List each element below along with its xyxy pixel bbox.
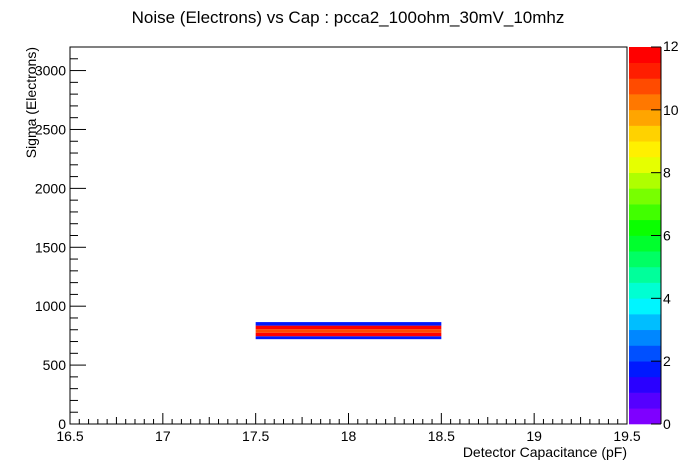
x-tick-label: 16.5 — [56, 428, 83, 444]
z-tick-label: 0 — [663, 416, 671, 432]
z-tick-label: 12 — [663, 38, 679, 54]
color-scale-band — [629, 109, 661, 126]
z-tick-label: 4 — [663, 290, 671, 306]
heatmap-cell-2 — [255, 329, 442, 333]
z-tick-label: 6 — [663, 228, 671, 244]
x-tick-label: 17 — [155, 428, 171, 444]
chart-title: Noise (Electrons) vs Cap : pcca2_100ohm_… — [132, 8, 565, 27]
color-scale-band — [629, 376, 661, 393]
color-scale-band — [629, 204, 661, 221]
color-scale-band — [629, 141, 661, 158]
color-scale-band — [629, 251, 661, 268]
color-scale-axis: 0 2 4 6 8 10 12 — [651, 38, 679, 432]
color-scale-band — [629, 361, 661, 378]
y-tick-label: 1000 — [35, 298, 66, 314]
color-scale-band — [629, 219, 661, 236]
x-tick-label: 19.5 — [613, 428, 640, 444]
heatmap-cell-3 — [255, 325, 442, 330]
heatmap-cell-4 — [255, 322, 442, 326]
color-scale-band — [629, 266, 661, 283]
z-tick-label: 10 — [663, 102, 679, 118]
color-scale-band — [629, 172, 661, 189]
color-scale-band — [629, 282, 661, 299]
y-tick-label: 0 — [58, 416, 66, 432]
x-axis-label: Detector Capacitance (pF) — [463, 444, 627, 460]
color-scale-band — [629, 188, 661, 205]
color-scale-band — [629, 345, 661, 362]
x-tick-label: 18.5 — [428, 428, 455, 444]
color-scale-band — [629, 62, 661, 79]
color-scale-band — [629, 78, 661, 95]
y-tick-label: 2000 — [35, 180, 66, 196]
heatmap-cells — [255, 322, 442, 340]
y-axis: 0 500 1000 1500 2000 2500 3000 — [35, 46, 86, 432]
color-scale-band — [629, 47, 661, 64]
heatmap-cell-0 — [255, 336, 442, 340]
y-tick-label: 2500 — [35, 121, 66, 137]
y-axis-label: Sigma (Electrons) — [23, 47, 39, 158]
color-scale-band — [629, 125, 661, 142]
x-tick-label: 17.5 — [242, 428, 269, 444]
y-tick-label: 1500 — [35, 239, 66, 255]
x-tick-label: 19 — [526, 428, 542, 444]
color-scale-band — [629, 235, 661, 252]
x-axis: 16.5 17 17.5 18 18.5 19 19.5 — [56, 413, 641, 444]
color-scale-band — [629, 392, 661, 409]
z-tick-label: 2 — [663, 353, 671, 369]
color-scale-band — [629, 314, 661, 331]
color-scale — [629, 47, 661, 425]
color-scale-band — [629, 408, 661, 425]
color-scale-band — [629, 156, 661, 173]
plot-frame — [69, 46, 628, 425]
heatmap-cell-1 — [255, 332, 442, 337]
color-scale-band — [629, 329, 661, 346]
x-tick-label: 18 — [341, 428, 357, 444]
y-tick-label: 500 — [43, 357, 67, 373]
color-scale-band — [629, 298, 661, 315]
z-tick-label: 8 — [663, 165, 671, 181]
y-tick-label: 3000 — [35, 63, 66, 79]
color-scale-band — [629, 94, 661, 111]
